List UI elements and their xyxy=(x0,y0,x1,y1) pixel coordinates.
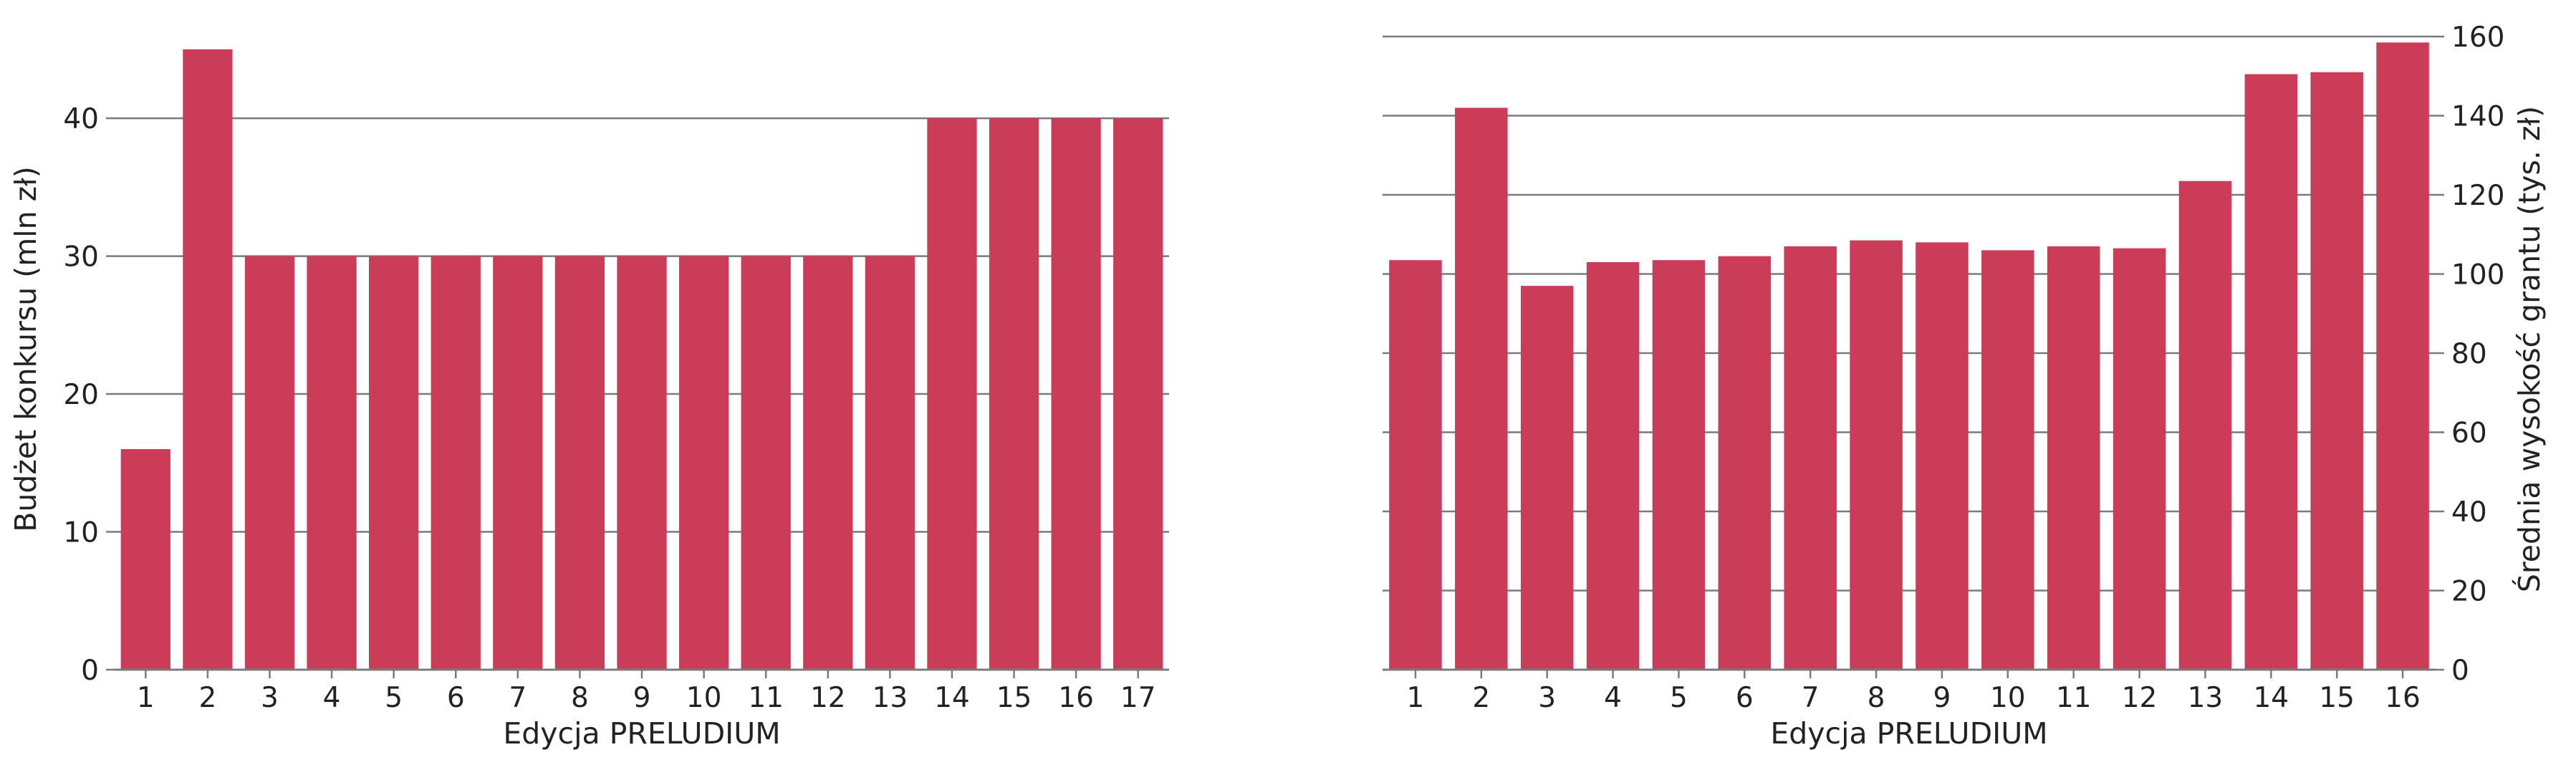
budget-x-tick-label: 2 xyxy=(198,682,216,714)
budget-y-tick-label: 20 xyxy=(63,379,99,411)
avg-grant-bar-3 xyxy=(1520,286,1574,670)
budget-bar-11 xyxy=(741,256,791,670)
budget-bar-3 xyxy=(244,256,295,670)
avg-grant-bar-5 xyxy=(1652,260,1706,670)
budget-bar-8 xyxy=(554,256,605,670)
avg-grant-y-tick-label: 20 xyxy=(2451,576,2487,608)
budget-bar-14 xyxy=(927,118,977,670)
budget-x-tick-label: 15 xyxy=(996,682,1032,714)
avg-grant-bar-6 xyxy=(1718,256,1772,670)
avg-grant-x-tick-label: 8 xyxy=(1868,682,1885,714)
budget-x-tick-label: 8 xyxy=(571,682,589,714)
budget-bar-4 xyxy=(307,256,357,670)
avg-grant-y-tick-label: 140 xyxy=(2451,101,2504,133)
budget-bar-9 xyxy=(617,256,667,670)
avg-grant-x-tick-label: 12 xyxy=(2122,682,2158,714)
average-grant-chart-panel: 1 2 3 4 5 6 7 8 9 10 11 12 13 14 15 1602040608010012014… xyxy=(1383,21,2547,751)
avg-grant-x-tick-label: 9 xyxy=(1933,682,1951,714)
avg-grant-y-tick-label: 60 xyxy=(2451,418,2487,450)
budget-x-tick-label: 3 xyxy=(261,682,279,714)
budget-bar-17 xyxy=(1113,118,1163,670)
avg-grant-y-tick-label: 80 xyxy=(2451,338,2487,370)
avg-grant-y-tick-label: 120 xyxy=(2451,180,2504,212)
budget-x-tick-label: 1 xyxy=(137,682,155,714)
budget-y-tick-label: 40 xyxy=(63,103,99,135)
budget-x-tick-label: 17 xyxy=(1120,682,1156,714)
avg-grant-x-tick-label: 1 xyxy=(1407,682,1425,714)
avg-grant-x-tick-label: 3 xyxy=(1538,682,1556,714)
avg-grant-x-axis-title: Edycja PRELUDIUM xyxy=(1770,716,2047,751)
avg-grant-x-tick-label: 4 xyxy=(1604,682,1622,714)
avg-grant-bar-1 xyxy=(1389,260,1442,670)
budget-x-tick-label: 9 xyxy=(633,682,651,714)
budget-x-tick-label: 16 xyxy=(1058,682,1094,714)
budget-bar-2 xyxy=(183,49,233,670)
avg-grant-bar-15 xyxy=(2310,72,2363,670)
avg-grant-x-tick-label: 13 xyxy=(2188,682,2224,714)
avg-grant-x-tick-label: 7 xyxy=(1802,682,1820,714)
budget-x-tick-label: 10 xyxy=(686,682,722,714)
avg-grant-bar-2 xyxy=(1455,107,1508,670)
budget-x-tick-label: 14 xyxy=(934,682,970,714)
budget-x-tick-label: 13 xyxy=(873,682,908,714)
budget-x-tick-label: 7 xyxy=(509,682,527,714)
avg-grant-x-tick-label: 10 xyxy=(1990,682,2026,714)
budget-y-tick-label: 10 xyxy=(63,517,99,549)
avg-grant-bar-7 xyxy=(1784,246,1837,670)
avg-grant-x-tick-label: 16 xyxy=(2385,682,2421,714)
budget-bar-15 xyxy=(989,118,1039,670)
budget-y-tick-label: 30 xyxy=(63,241,99,274)
avg-grant-x-tick-label: 2 xyxy=(1472,682,1490,714)
budget-bar-12 xyxy=(803,256,853,670)
avg-grant-bar-8 xyxy=(1850,240,1903,670)
budget-x-tick-label: 11 xyxy=(748,682,784,714)
avg-grant-x-tick-label: 6 xyxy=(1736,682,1754,714)
budget-bar-10 xyxy=(678,256,729,670)
avg-grant-bar-14 xyxy=(2244,74,2298,670)
budget-x-tick-label: 6 xyxy=(447,682,465,714)
budget-y-tick-label: 0 xyxy=(81,655,99,687)
avg-grant-bar-9 xyxy=(1916,242,1969,670)
avg-grant-y-tick-label: 40 xyxy=(2451,496,2487,529)
avg-grant-bar-4 xyxy=(1586,261,1640,670)
avg-grant-y-tick-label: 0 xyxy=(2451,655,2469,687)
avg-grant-bar-13 xyxy=(2178,180,2232,670)
budget-bar-13 xyxy=(865,256,915,670)
avg-grant-y-tick-label: 100 xyxy=(2451,259,2504,292)
avg-grant-bar-16 xyxy=(2376,42,2429,670)
budget-bar-5 xyxy=(369,256,419,670)
avg-grant-x-tick-label: 15 xyxy=(2319,682,2355,714)
budget-x-tick-label: 5 xyxy=(385,682,403,714)
budget-bar-1 xyxy=(120,449,170,670)
budget-x-tick-label: 12 xyxy=(810,682,846,714)
budget-x-axis-title: Edycja PRELUDIUM xyxy=(503,716,780,751)
budget-bar-7 xyxy=(493,256,543,670)
avg-grant-x-tick-label: 5 xyxy=(1670,682,1688,714)
avg-grant-y-tick-label: 160 xyxy=(2451,21,2504,54)
budget-bar-16 xyxy=(1051,118,1101,670)
budget-y-axis-title: Budżet konkursu (mln zł) xyxy=(9,166,43,532)
budget-chart-panel: 1 2 3 4 5 6 7 8 9 10 11 12 13 14 15 16 17010203040Edycja… xyxy=(9,49,1169,751)
budget-x-tick-label: 4 xyxy=(323,682,341,714)
avg-grant-bar-10 xyxy=(1981,250,2034,670)
avg-grant-bar-12 xyxy=(2113,248,2166,670)
budget-bar-6 xyxy=(431,256,481,670)
avg-grant-x-tick-label: 14 xyxy=(2253,682,2289,714)
avg-grant-bar-11 xyxy=(2047,246,2100,670)
avg-grant-y-axis-title: Średnia wysokość grantu (tys. zł) xyxy=(2512,106,2547,592)
avg-grant-x-tick-label: 11 xyxy=(2056,682,2092,714)
